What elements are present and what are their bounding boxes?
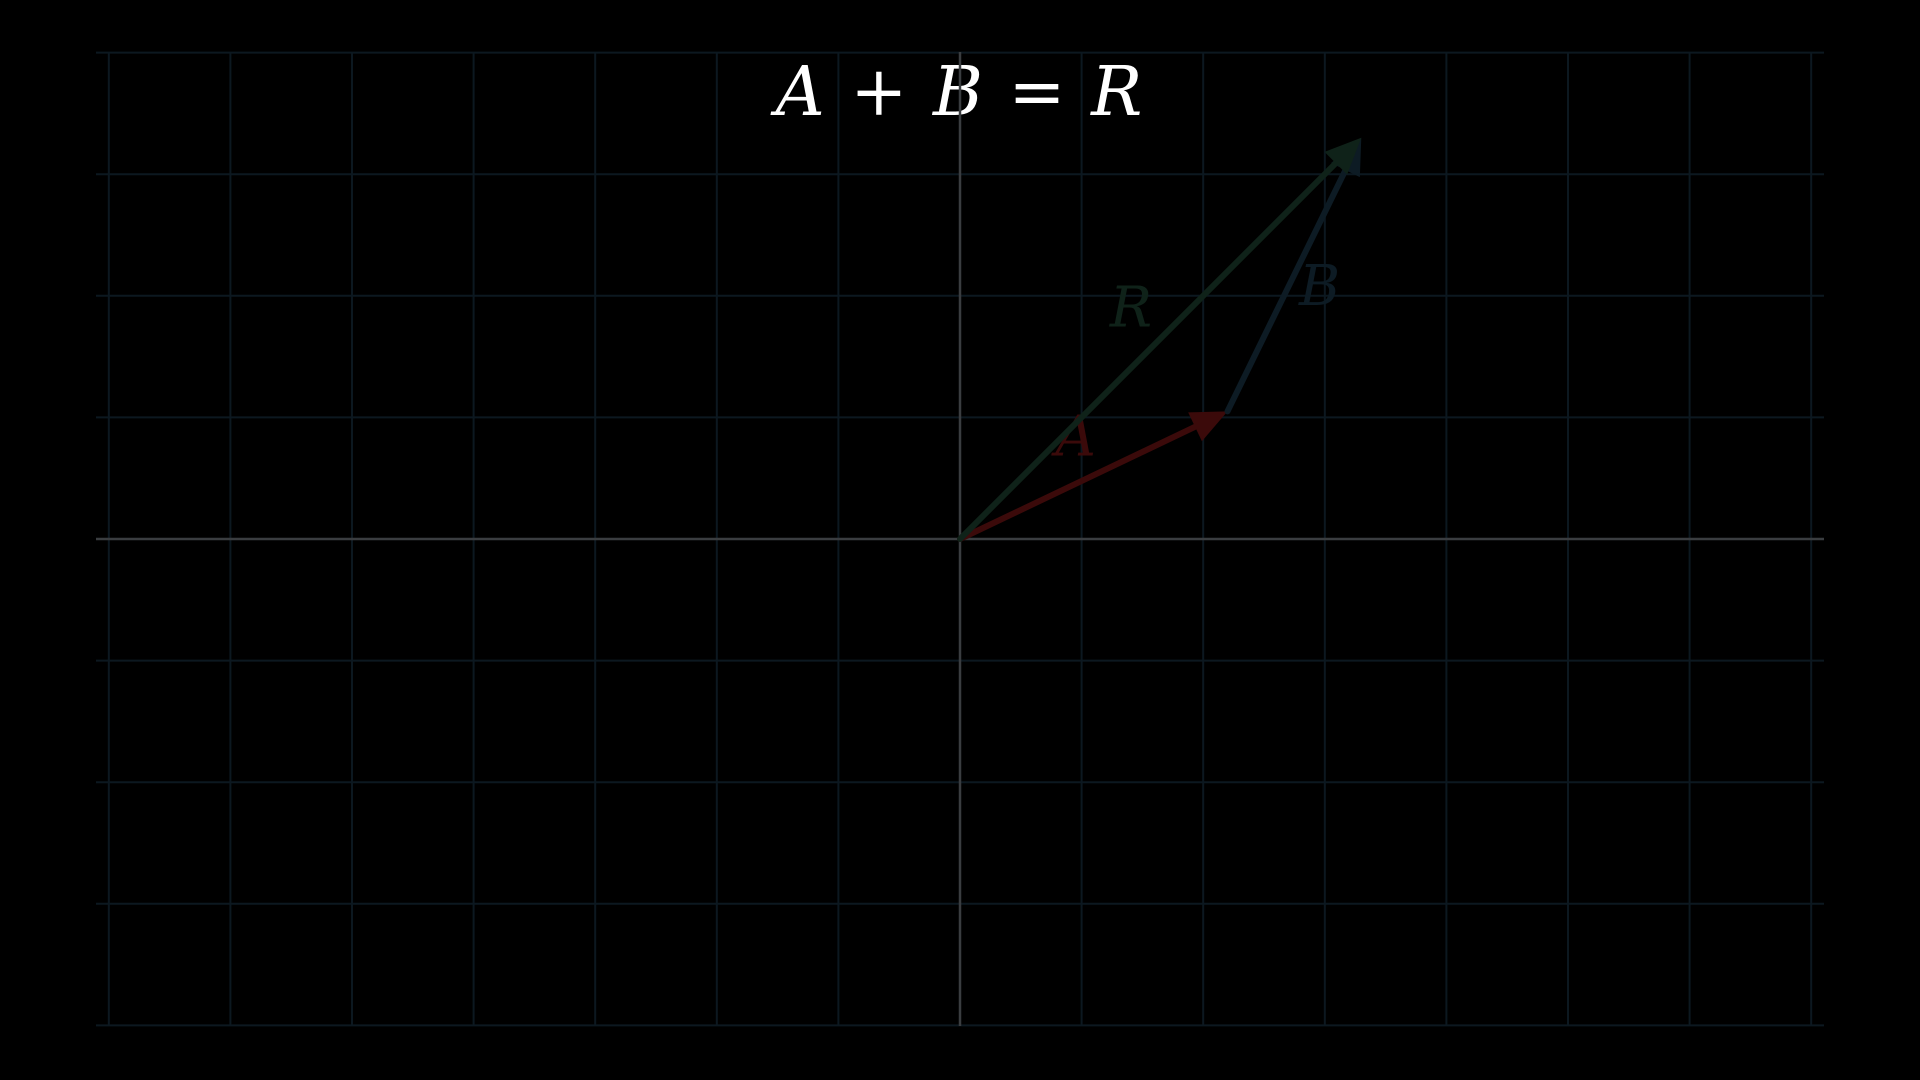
vectors: A B R <box>957 137 1362 542</box>
vector-r: R <box>957 137 1362 542</box>
vector-r-label: R <box>1109 276 1152 341</box>
vector-a-shaft <box>957 423 1199 542</box>
vector-r-shaft <box>957 160 1339 542</box>
vector-b-shaft <box>1224 167 1349 415</box>
vector-b-label: B <box>1298 254 1340 319</box>
vector-a: A <box>957 404 1228 542</box>
vector-r-arrowhead <box>1324 137 1362 175</box>
vector-b: B <box>1224 137 1362 415</box>
vector-a-arrowhead <box>1188 411 1228 442</box>
